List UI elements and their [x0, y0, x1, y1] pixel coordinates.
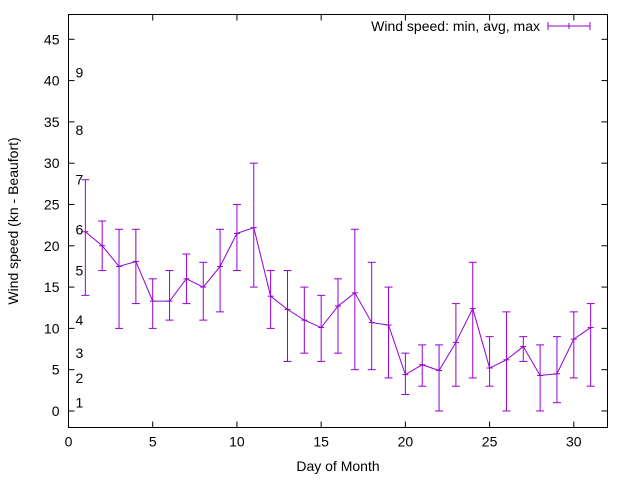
- error-bar: [468, 261, 477, 379]
- error-bar: [569, 311, 578, 379]
- error-bar: [249, 162, 258, 288]
- y-axis-label: Wind speed (kn - Beaufort): [5, 137, 21, 304]
- error-bar: [552, 336, 561, 404]
- beaufort-label: 6: [76, 221, 84, 237]
- error-bar: [334, 278, 342, 354]
- error-bar: [451, 303, 460, 387]
- x-tick-label: 30: [566, 434, 582, 450]
- beaufort-label: 2: [76, 370, 84, 386]
- error-bar: [232, 203, 241, 272]
- beaufort-scale-labels: 1 2 3 4 5 6 7 8 9: [76, 64, 84, 410]
- y-tick-label: 40: [44, 73, 60, 89]
- error-bar: [536, 344, 545, 412]
- error-bar: [418, 344, 427, 387]
- y-tick-label: 20: [44, 238, 60, 254]
- legend: Wind speed: min, avg, max: [371, 18, 591, 34]
- error-bar: [519, 336, 528, 362]
- error-bar: [586, 303, 595, 387]
- x-tick-label: 15: [313, 434, 329, 450]
- beaufort-label: 3: [76, 345, 84, 361]
- x-tick-label: 25: [482, 434, 498, 450]
- error-bar: [216, 228, 225, 313]
- error-bar: [199, 261, 208, 321]
- y-tick-label: 25: [44, 196, 60, 212]
- beaufort-label: 4: [76, 312, 84, 328]
- x-tick-label: 10: [229, 434, 245, 450]
- plot-frame: [68, 14, 608, 428]
- error-bar: [283, 270, 292, 362]
- legend-label: Wind speed: min, avg, max: [371, 18, 540, 34]
- y-tick-label: 10: [44, 320, 60, 336]
- error-bar: [115, 228, 124, 329]
- error-bar: [502, 311, 511, 412]
- y-tick-label: 35: [44, 114, 60, 130]
- error-bar: [367, 261, 376, 371]
- y-tick-label: 45: [44, 31, 60, 47]
- beaufort-label: 1: [76, 395, 84, 411]
- beaufort-label: 5: [76, 263, 84, 279]
- error-bar: [81, 179, 90, 296]
- error-bar: [384, 286, 393, 379]
- error-bar: [485, 336, 494, 387]
- error-bar: [350, 228, 359, 371]
- y-tick-label: 30: [44, 155, 60, 171]
- error-bars: [81, 162, 595, 412]
- axis-ticks: [68, 14, 608, 428]
- error-bar: [317, 294, 326, 362]
- beaufort-label: 8: [76, 122, 84, 138]
- y-tick-label: 15: [44, 279, 60, 295]
- y-tick-label: 5: [52, 362, 60, 378]
- error-bar: [165, 270, 174, 321]
- error-bar: [435, 344, 444, 412]
- error-bar: [266, 270, 275, 329]
- x-tick-label: 0: [65, 434, 73, 450]
- beaufort-label: 9: [76, 64, 84, 80]
- legend-sample: [547, 22, 591, 30]
- x-tick-label: 20: [398, 434, 414, 450]
- x-axis-label: Day of Month: [296, 458, 379, 474]
- error-bar: [131, 228, 140, 305]
- y-tick-label: 0: [52, 403, 60, 419]
- error-bar: [148, 278, 157, 329]
- series-line-layer: [82, 226, 594, 376]
- beaufort-label: 7: [76, 172, 84, 188]
- x-tick-label: 5: [149, 434, 157, 450]
